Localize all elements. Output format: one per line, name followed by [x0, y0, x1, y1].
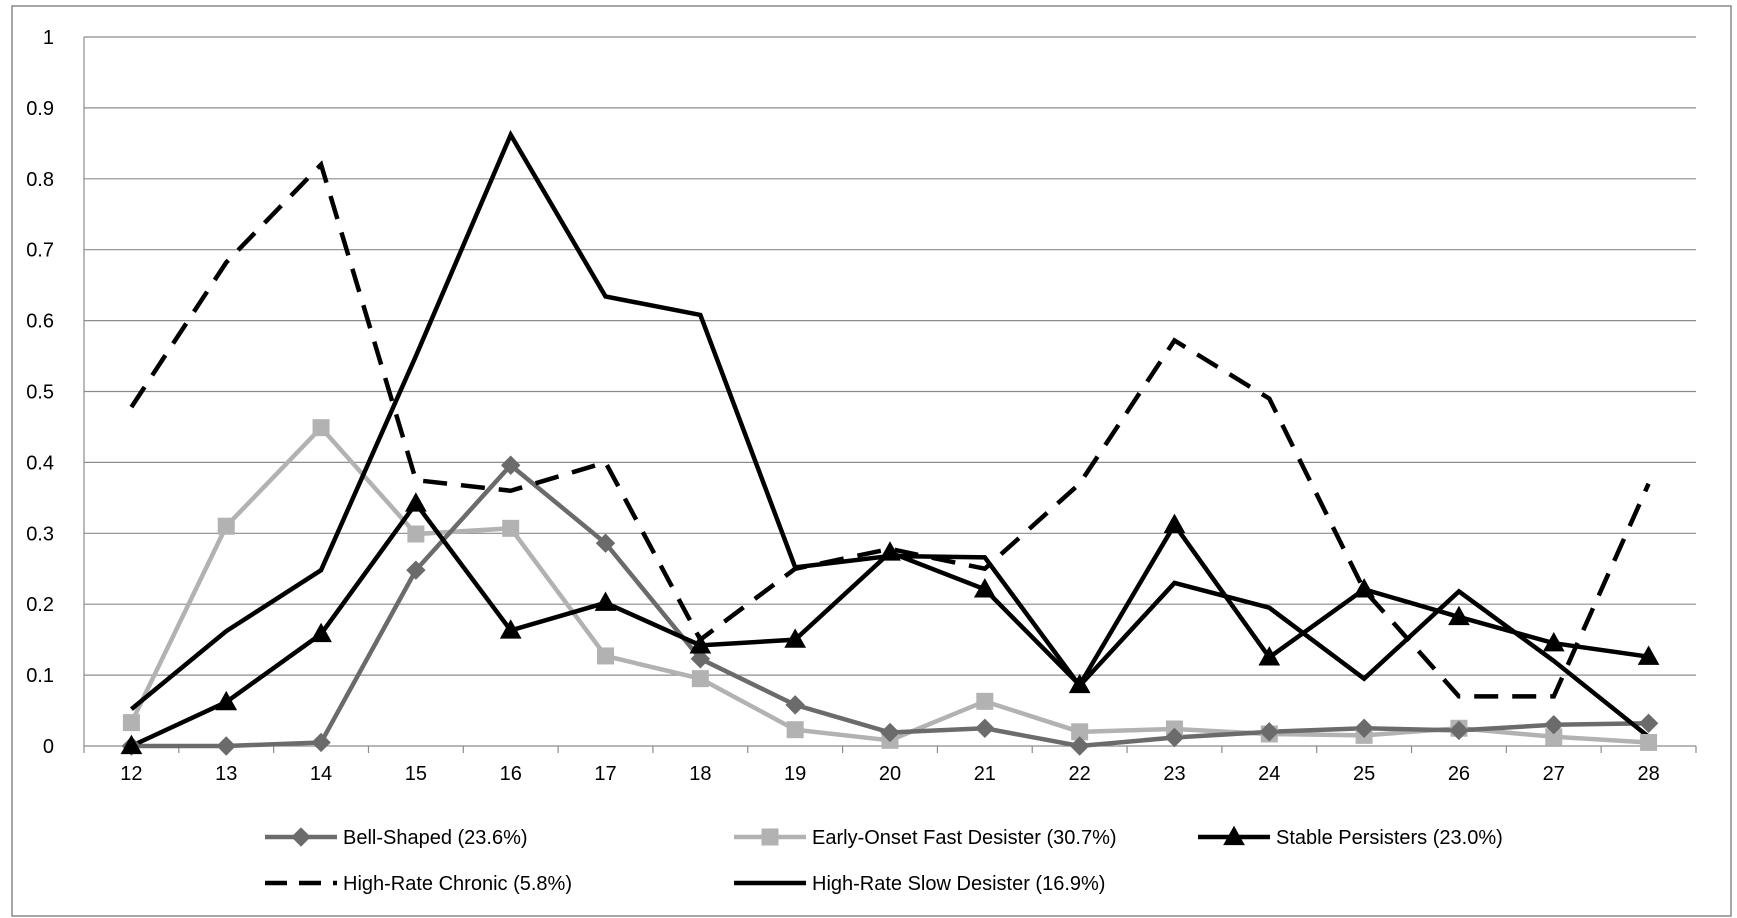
- data-point-stable-persisters: [120, 734, 143, 755]
- data-point-early-onset-fast-desister: [691, 670, 709, 688]
- chart-border: [11, 5, 1732, 917]
- legend-item-early-onset-fast-desister: Early-Onset Fast Desister (30.7%): [734, 827, 1117, 849]
- legend-marker: [291, 827, 311, 847]
- data-point-bell-shaped: [595, 533, 616, 553]
- y-tick-label: 1: [43, 27, 54, 49]
- data-point-stable-persisters: [879, 541, 901, 561]
- data-point-stable-persisters: [405, 492, 427, 512]
- x-tick-label: 18: [689, 763, 711, 785]
- data-point-stable-persisters: [973, 578, 996, 598]
- series-markers: [120, 419, 1660, 756]
- data-point-bell-shaped: [690, 649, 711, 669]
- data-point-stable-persisters: [784, 628, 807, 648]
- x-tick-label: 23: [1163, 763, 1185, 785]
- y-tick-label: 0.2: [26, 594, 54, 616]
- legend-label: High-Rate Chronic (5.8%): [343, 873, 572, 895]
- data-point-early-onset-fast-desister: [786, 721, 804, 739]
- x-tick-label: 22: [1069, 763, 1091, 785]
- data-point-stable-persisters: [1068, 673, 1091, 694]
- data-point-early-onset-fast-desister: [502, 519, 520, 537]
- legend-item-high-rate-slow-desister: High-Rate Slow Desister (16.9%): [734, 873, 1105, 895]
- data-point-bell-shaped: [1354, 718, 1374, 738]
- legend-label: Bell-Shaped (23.6%): [343, 827, 528, 849]
- y-tick-label: 0.3: [26, 523, 54, 545]
- data-point-stable-persisters: [1163, 513, 1186, 533]
- data-point-stable-persisters: [1353, 578, 1375, 598]
- data-point-bell-shaped: [1638, 713, 1659, 734]
- x-tick-label: 16: [500, 763, 522, 785]
- y-tick-label: 0.7: [26, 240, 54, 262]
- data-point-stable-persisters: [594, 591, 617, 611]
- legend-item-bell-shaped: Bell-Shaped (23.6%): [265, 827, 528, 849]
- data-point-bell-shaped: [500, 455, 521, 475]
- data-point-bell-shaped: [880, 722, 900, 743]
- y-tick-label: 0.9: [26, 98, 54, 120]
- y-tick-label: 0.4: [26, 452, 54, 474]
- x-tick-label: 20: [879, 763, 901, 785]
- x-tick-label: 21: [974, 763, 996, 785]
- data-point-stable-persisters: [689, 634, 712, 654]
- data-point-stable-persisters: [1542, 631, 1565, 652]
- legend-item-stable-persisters: Stable Persisters (23.0%): [1198, 825, 1503, 849]
- data-point-bell-shaped: [1069, 736, 1090, 756]
- data-point-early-onset-fast-desister: [1640, 733, 1658, 751]
- data-point-stable-persisters: [310, 622, 332, 643]
- data-point-stable-persisters: [1448, 605, 1470, 626]
- series-line-high-rate-chronic: [129, 160, 1651, 699]
- x-tick-label: 12: [120, 763, 142, 785]
- data-point-stable-persisters: [1258, 646, 1281, 666]
- data-point-early-onset-fast-desister: [217, 517, 235, 535]
- x-tick-label: 28: [1637, 763, 1659, 785]
- data-point-early-onset-fast-desister: [312, 419, 330, 437]
- x-tick-label: 25: [1353, 763, 1375, 785]
- data-point-early-onset-fast-desister: [976, 692, 994, 710]
- legend-item-high-rate-chronic: High-Rate Chronic (5.8%): [265, 873, 572, 895]
- y-tick-label: 0.6: [26, 311, 54, 333]
- x-tick-label: 15: [405, 763, 427, 785]
- data-point-early-onset-fast-desister: [122, 714, 140, 732]
- legend: Bell-Shaped (23.6%) Early-Onset Fast Desi…: [265, 825, 1503, 895]
- x-tick-label: 24: [1258, 763, 1280, 785]
- x-tick-label: 17: [594, 763, 616, 785]
- legend-marker: [1223, 825, 1245, 846]
- data-point-bell-shaped: [1164, 727, 1185, 748]
- data-point-bell-shaped: [406, 560, 426, 580]
- data-point-bell-shaped: [311, 732, 331, 753]
- data-point-bell-shaped: [216, 736, 236, 756]
- axes: 0 0.1 0.2 0.3 0.4 0.5 0.6 0.7 0.8 0.9 1 12 13 14 15 16 1…: [26, 27, 1697, 785]
- data-point-early-onset-fast-desister: [407, 525, 425, 543]
- data-point-stable-persisters: [499, 619, 522, 639]
- legend-label: Stable Persisters (23.0%): [1276, 827, 1503, 849]
- x-tick-label: 26: [1448, 763, 1470, 785]
- legend-label: Early-Onset Fast Desister (30.7%): [812, 827, 1117, 849]
- data-point-early-onset-fast-desister: [597, 647, 615, 665]
- y-tick-label: 0.8: [26, 169, 54, 191]
- x-tick-label: 13: [215, 763, 237, 785]
- data-point-bell-shaped: [1259, 722, 1280, 742]
- legend-marker: [761, 828, 779, 846]
- x-tick-label: 27: [1543, 763, 1565, 785]
- y-tick-label: 0.5: [26, 382, 54, 404]
- x-tick-label: 14: [310, 763, 332, 785]
- data-point-stable-persisters: [1637, 645, 1660, 665]
- y-tick-label: 0.1: [26, 665, 54, 687]
- x-tick-label: 19: [784, 763, 806, 785]
- legend-label: High-Rate Slow Desister (16.9%): [812, 873, 1105, 895]
- y-tick-label: 0: [43, 736, 54, 758]
- data-point-stable-persisters: [215, 690, 238, 711]
- data-point-bell-shaped: [975, 718, 995, 738]
- data-point-bell-shaped: [1449, 720, 1469, 741]
- data-point-bell-shaped: [785, 695, 805, 715]
- data-point-bell-shaped: [1544, 715, 1564, 735]
